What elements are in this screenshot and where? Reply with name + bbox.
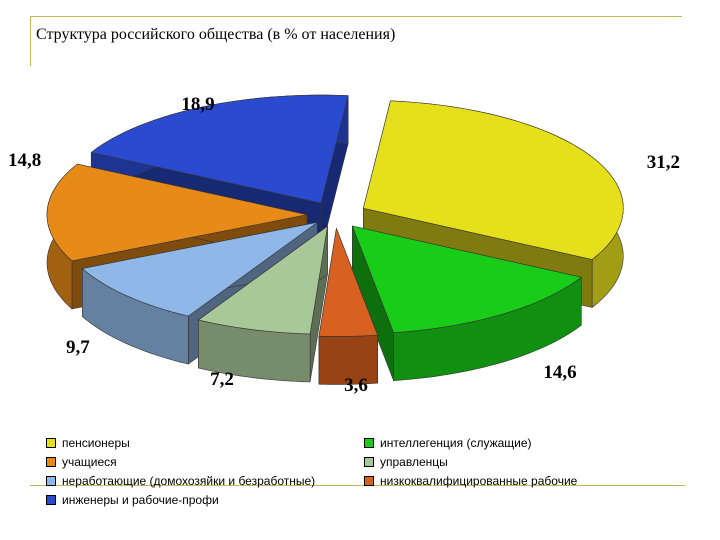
legend-label: инженеры и рабочие-профи [62,493,219,507]
legend-item-pensioners: пенсионеры [46,436,130,450]
legend-item-managers: управленцы [364,455,448,469]
pie-value-label: 31,2 [647,152,680,173]
legend-label: неработающие (домохозяйки и безработные) [62,474,316,488]
legend-item-engineers: инженеры и рабочие-профи [46,493,219,507]
legend-item-students: учащиеся [46,455,117,469]
legend-swatch [364,438,374,448]
legend-item-low-skilled: низкоквалифицированные рабочие [364,474,577,488]
legend-swatch [364,457,374,467]
pie-slice [351,225,582,381]
pie-value-label: 9,7 [66,337,90,358]
pie-slice-top [81,222,318,317]
chart-title: Структура российского общества (в % от н… [36,26,396,43]
frame-left-line [30,16,31,66]
pie-slice-top [362,100,624,260]
pie-slice-top [90,94,349,204]
legend-swatch [46,495,56,505]
pie-value-label: 14,8 [8,150,41,171]
legend-swatch [364,476,374,486]
pie-slice-top [318,227,379,337]
pie-slice-top [46,163,308,262]
legend-item-unemployed: неработающие (домохозяйки и безработные) [46,474,315,488]
pie-value-label: 7,2 [210,369,234,390]
legend-label: пенсионеры [62,436,130,450]
pie-slice [318,227,379,385]
frame-top-line [30,16,682,17]
legend: пенсионеры учащиеся неработающие (домохо… [46,436,646,516]
legend-swatch [46,476,56,486]
frame-bottom-line [30,485,685,486]
legend-item-intelligentsia: интеллегенция (служащие) [364,436,532,450]
pie-value-label: 18,9 [181,94,214,115]
legend-swatch [46,438,56,448]
pie-slice-top [351,225,582,333]
legend-label: интеллегенция (служащие) [380,436,532,450]
pie-slice-top [197,225,328,335]
legend-label: управленцы [380,455,448,469]
legend-label: низкоквалифицированные рабочие [380,474,578,488]
legend-label: учащиеся [62,455,117,469]
pie-value-label: 14,6 [543,362,576,383]
pie-value-label: 3,6 [344,375,368,396]
pie-slice [197,225,328,383]
legend-swatch [46,457,56,467]
